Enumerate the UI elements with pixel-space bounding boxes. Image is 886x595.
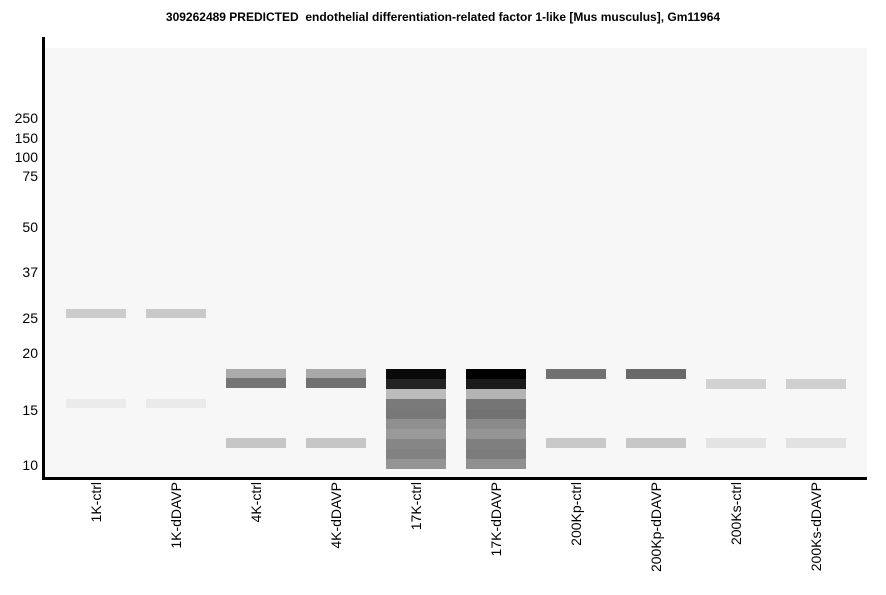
x-tick-label-text: 200Kp-ctrl [568,482,584,546]
x-tick-label-text: 4K-dDAVP [328,482,344,549]
gel-band [226,369,286,378]
gel-band [466,399,526,409]
gel-band [466,409,526,419]
gel-band [386,449,446,459]
gel-band [386,439,446,449]
gel-band [306,378,366,388]
gel-band [466,459,526,469]
x-tick-label: 4K-dDAVP [328,482,344,554]
x-tick-label: 200Ks-dDAVP [808,482,824,576]
gel-band [466,419,526,429]
y-tick-label: 100 [14,149,38,165]
x-tick-label-text: 1K-ctrl [88,482,104,523]
y-tick-label: 75 [22,168,38,184]
x-tick-label: 1K-dDAVP [168,482,184,554]
x-tick-label-text: 4K-ctrl [248,482,264,523]
gel-band [386,409,446,419]
y-tick-label: 250 [14,110,38,126]
gel-band [386,459,446,469]
gel-band [466,369,526,379]
chart-title: 309262489 PREDICTED endothelial differen… [165,10,721,24]
y-tick-label: 150 [14,130,38,146]
gel-band [466,449,526,459]
x-axis-spine [42,477,867,480]
gel-band [706,438,766,448]
gel-band [386,369,446,379]
gel-band [146,309,206,318]
y-tick-label: 50 [22,219,38,235]
gel-band [226,438,286,448]
gel-band [386,419,446,429]
gel-band [386,399,446,409]
gel-band [306,369,366,378]
gel-band [786,379,846,389]
x-tick-label: 17K-ctrl [408,482,424,535]
gel-band [66,399,126,408]
y-tick-label: 15 [22,402,38,418]
gel-band [306,438,366,448]
x-tick-label-text: 17K-dDAVP [488,482,504,557]
x-tick-label: 4K-ctrl [248,482,264,527]
x-tick-label: 200Kp-dDAVP [648,482,664,577]
gel-band [626,369,686,379]
y-tick-label: 10 [22,457,38,473]
gel-band [226,378,286,388]
plot-area [45,48,867,478]
gel-band [786,438,846,448]
y-axis-spine [42,37,45,480]
y-tick-label: 25 [22,310,38,326]
gel-band [546,438,606,448]
gel-band [466,379,526,389]
x-tick-label: 17K-dDAVP [488,482,504,561]
x-tick-label: 1K-ctrl [88,482,104,527]
x-tick-label-text: 200Ks-ctrl [728,482,744,546]
x-tick-label-text: 200Ks-dDAVP [808,482,824,572]
x-tick-label: 200Kp-ctrl [568,482,584,551]
gel-band [386,429,446,439]
gel-band [466,439,526,449]
gel-band [146,399,206,408]
gel-band [626,438,686,448]
x-tick-label-text: 17K-ctrl [408,482,424,531]
gel-band [706,379,766,389]
gel-band [546,369,606,379]
x-tick-label-text: 200Kp-dDAVP [648,482,664,573]
gel-band [386,379,446,389]
y-tick-label: 37 [22,264,38,280]
y-tick-label: 20 [22,345,38,361]
gel-band [386,389,446,399]
gel-band [66,309,126,318]
gel-band [466,389,526,399]
gel-band [466,429,526,439]
x-tick-label: 200Ks-ctrl [728,482,744,550]
x-tick-label-text: 1K-dDAVP [168,482,184,549]
